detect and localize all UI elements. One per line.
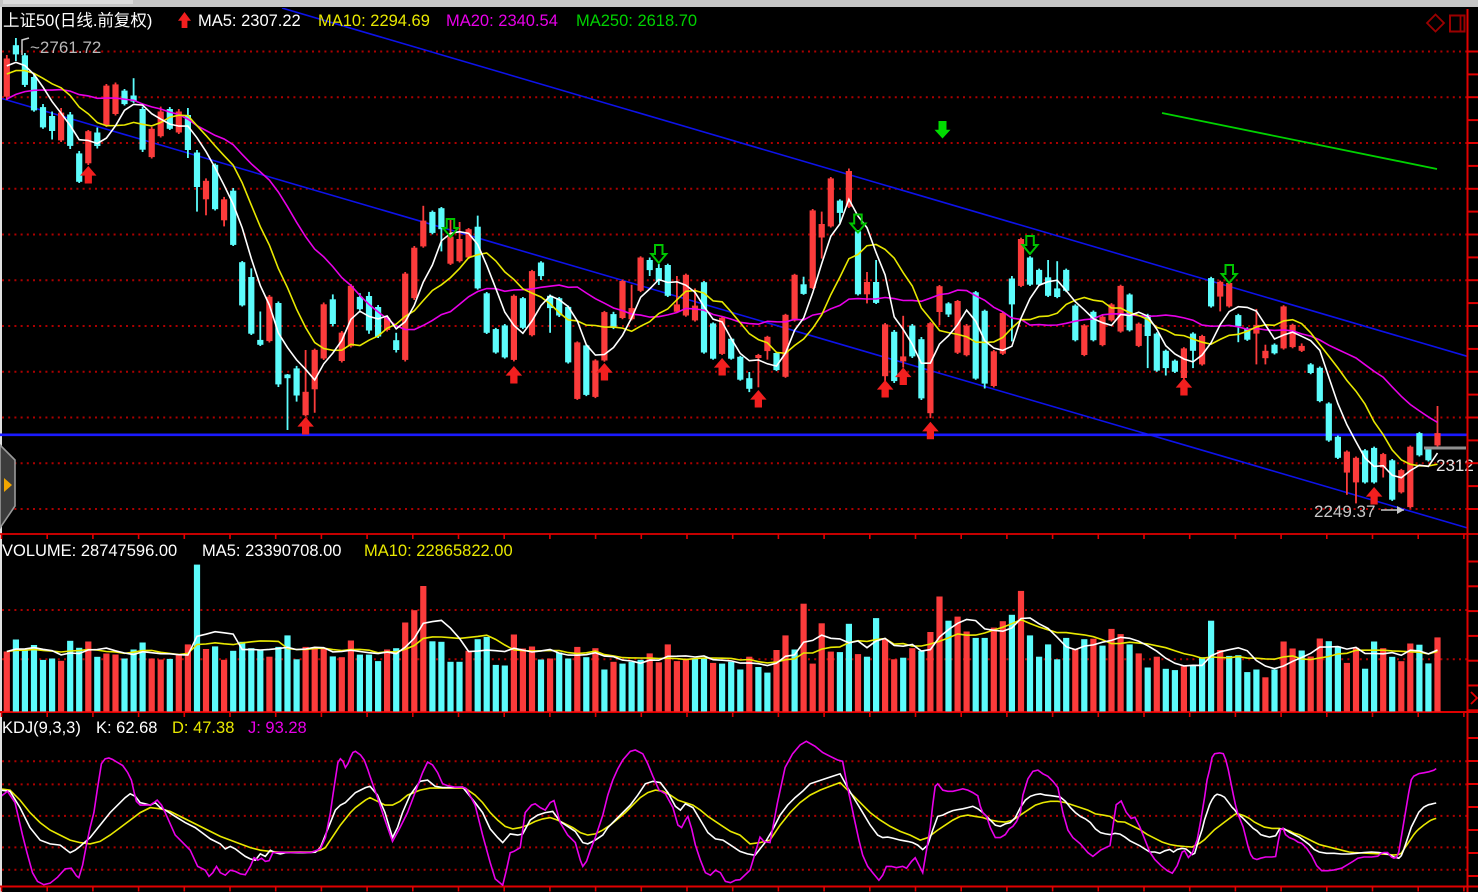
svg-text:VOLUME: 28747596.00: VOLUME: 28747596.00 (2, 542, 177, 560)
svg-text:KDJ(9,3,3): KDJ(9,3,3) (2, 719, 81, 737)
svg-text:MA5: 23390708.00: MA5: 23390708.00 (202, 542, 341, 560)
svg-text:MA250: 2618.70: MA250: 2618.70 (576, 12, 697, 30)
svg-text:D: 47.38: D: 47.38 (172, 719, 234, 737)
svg-text:MA10: 22865822.00: MA10: 22865822.00 (364, 542, 513, 560)
svg-text:MA5: 2307.22: MA5: 2307.22 (198, 12, 301, 30)
svg-text:2312: 2312 (1436, 456, 1474, 475)
svg-text:MA20: 2340.54: MA20: 2340.54 (446, 12, 558, 30)
svg-text:J: 93.28: J: 93.28 (248, 719, 307, 737)
svg-text:MA10: 2294.69: MA10: 2294.69 (318, 12, 430, 30)
svg-text:K: 62.68: K: 62.68 (96, 719, 157, 737)
svg-text:2249.37: 2249.37 (1314, 502, 1375, 521)
svg-text:~2761.72: ~2761.72 (30, 38, 101, 57)
svg-text:上证50(日线.前复权): 上证50(日线.前复权) (3, 11, 152, 30)
